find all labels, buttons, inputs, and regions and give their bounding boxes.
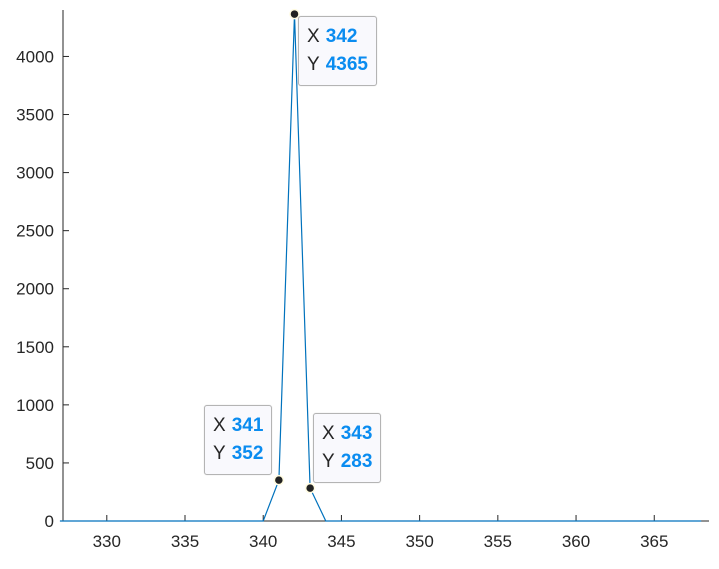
datatip-x-label: X (307, 26, 320, 47)
datatip-peak[interactable]: X 342 Y 4365 (298, 16, 377, 86)
data-line (59, 14, 702, 522)
x-tick-label: 365 (640, 532, 668, 551)
datatip-x-value: 341 (231, 415, 264, 436)
datatip-x-value: 343 (340, 423, 373, 444)
x-tick-label: 335 (171, 532, 199, 551)
datatip-y-label: Y (213, 443, 226, 464)
y-tick-label: 3500 (16, 106, 54, 125)
x-tick-label: 330 (93, 532, 121, 551)
x-tick-label: 345 (327, 532, 355, 551)
x-tick-label: 355 (484, 532, 512, 551)
y-tick-label: 1000 (16, 396, 54, 415)
datatip-marker (304, 482, 316, 494)
datatip-marker (273, 474, 285, 486)
x-tick-label: 350 (405, 532, 433, 551)
x-tick-label: 340 (249, 532, 277, 551)
y-tick-label: 4000 (16, 47, 54, 66)
datatip-y-label: Y (307, 54, 320, 75)
y-tick-label: 2000 (16, 280, 54, 299)
datatip-x-value: 342 (325, 26, 358, 47)
y-tick-label: 500 (26, 454, 54, 473)
y-tick-label: 1500 (16, 338, 54, 357)
y-tick-label: 0 (45, 512, 54, 531)
datatip-y-value: 283 (340, 451, 373, 472)
datatip-y-value: 4365 (325, 54, 368, 75)
y-tick-label: 2500 (16, 222, 54, 241)
datatip-x-label: X (322, 423, 335, 444)
datatip-y-value: 352 (231, 443, 264, 464)
x-tick-label: 360 (562, 532, 590, 551)
datatip-y-label: Y (322, 451, 335, 472)
y-tick-label: 3000 (16, 164, 54, 183)
datatip-right[interactable]: X 343 Y 283 (313, 413, 382, 483)
datatip-left[interactable]: X 341 Y 352 (204, 405, 273, 475)
datatip-x-label: X (213, 415, 226, 436)
datatip-marker (289, 8, 300, 20)
